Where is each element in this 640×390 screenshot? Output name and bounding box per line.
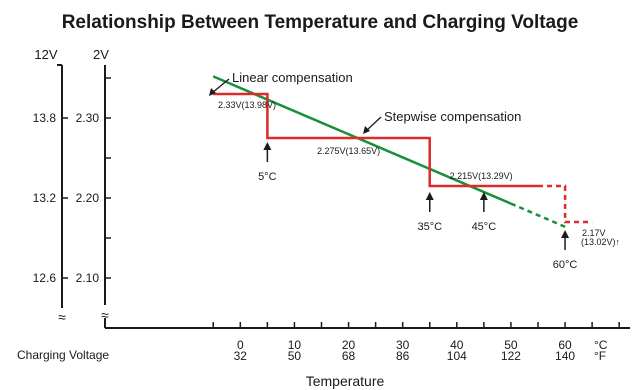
x-tick-label-fahrenheit: 140	[555, 349, 575, 363]
linear-compensation-dashed-extension	[510, 202, 566, 228]
series-label-stepwise: Stepwise compensation	[384, 109, 521, 124]
x-tick-label-celsius: 50	[504, 338, 518, 352]
end-label-line2: (13.02V)↑	[581, 237, 620, 247]
y-battery-break-symbol: ≈	[58, 309, 66, 325]
linear-compensation-line	[212, 75, 512, 205]
stepwise-pointer-line	[365, 116, 382, 132]
x-tick-label-fahrenheit: 50	[288, 349, 302, 363]
y-cell-break-symbol: ≈	[101, 307, 109, 323]
x-tick-label-celsius: 60	[558, 338, 572, 352]
stepwise-compensation-dashed-extension	[538, 184, 593, 224]
x-tick-label-fahrenheit: 104	[447, 349, 467, 363]
x-tick-label-fahrenheit: 86	[396, 349, 410, 363]
linear-pointer-line	[211, 78, 230, 94]
x-tick-label-celsius: 40	[450, 338, 464, 352]
x-unit-fahrenheit: °F	[594, 349, 606, 363]
x-tick-label-celsius: 10	[288, 338, 302, 352]
temp-marker-label: 60°C	[553, 259, 578, 271]
x-axis-title: Temperature	[306, 373, 385, 389]
y-battery-tick-label: 13.2	[33, 191, 57, 205]
label-layer: Linear compensation Stepwise compensation…	[209, 70, 620, 271]
axes: 13.813.212.6≈ ≈2.302.202.1003210502068308…	[33, 64, 630, 363]
end-label-line1: 2.17V	[582, 228, 606, 238]
temp-marker-arrowhead	[263, 142, 272, 150]
x-row-label: Charging Voltage	[17, 348, 109, 362]
x-tick-label-fahrenheit: 68	[342, 349, 356, 363]
x-unit-celsius: °C	[594, 338, 608, 352]
y-battery-tick-label: 13.8	[33, 111, 57, 125]
chart-title: Relationship Between Temperature and Cha…	[62, 12, 579, 33]
step-label-3: 2.215V(13.29V)	[450, 171, 513, 181]
temp-marker-arrowhead	[561, 230, 570, 238]
y-cell-tick-label: 2.10	[76, 271, 100, 285]
step-label-1: 2.33V(13.98V)	[218, 100, 276, 110]
temp-marker-label: 35°C	[417, 221, 442, 233]
x-tick-label-celsius: 0	[237, 338, 244, 352]
series-layer	[212, 75, 593, 228]
temp-marker-label: 5°C	[258, 171, 277, 183]
x-tick-label-fahrenheit: 32	[234, 349, 248, 363]
series-label-linear: Linear compensation	[232, 70, 353, 85]
temp-marker-arrowhead	[479, 192, 488, 200]
y-cell-tick-label: 2.30	[76, 111, 100, 125]
x-tick-label-fahrenheit: 122	[501, 349, 521, 363]
temp-marker-arrowhead	[425, 192, 434, 200]
y-battery-tick-label: 12.6	[33, 271, 57, 285]
x-tick-label-celsius: 20	[342, 338, 356, 352]
linear-pointer-arrowhead	[209, 88, 216, 96]
step-label-2: 2.275V(13.65V)	[317, 146, 380, 156]
stepwise-compensation-line	[213, 92, 538, 188]
temp-marker-label: 45°C	[472, 221, 497, 233]
y-cell-tick-label: 2.20	[76, 191, 100, 205]
stepwise-pointer-arrowhead	[363, 126, 370, 134]
y-axis-cell-label: 2V	[93, 47, 109, 62]
x-tick-label-celsius: 30	[396, 338, 410, 352]
y-axis-battery-label: 12V	[34, 47, 57, 62]
